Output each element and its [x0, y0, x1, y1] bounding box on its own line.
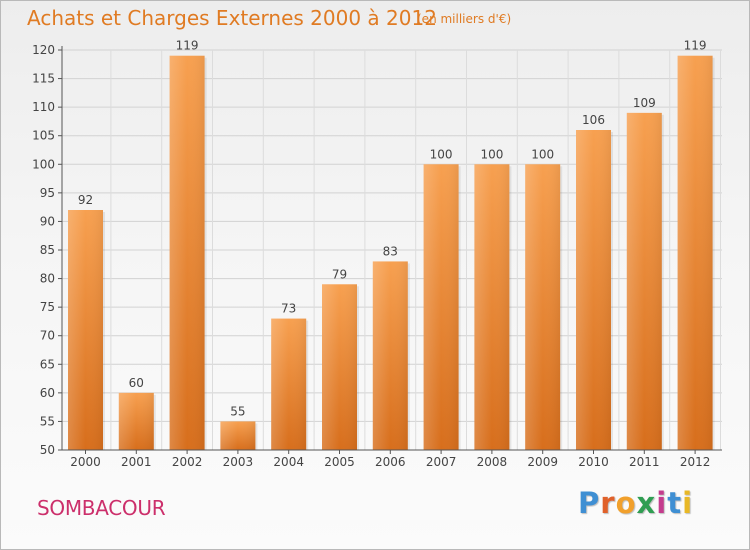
- bar-highlight: [118, 392, 154, 450]
- x-tick-label: 2001: [121, 455, 152, 469]
- logo-letter: r: [600, 486, 616, 520]
- x-tick-label: 2002: [172, 455, 203, 469]
- logo-letter: t: [667, 486, 683, 520]
- bar-highlight: [372, 261, 408, 450]
- bars: [68, 55, 715, 451]
- y-tick-label: 110: [32, 100, 55, 114]
- bar-highlight: [677, 55, 713, 450]
- y-tick-label: 70: [40, 329, 55, 343]
- bar-highlight: [271, 318, 307, 450]
- bar-value-label: 83: [383, 244, 398, 258]
- x-tick-label: 2008: [477, 455, 508, 469]
- bar-value-label: 55: [230, 404, 245, 418]
- y-tick-label: 105: [32, 129, 55, 143]
- y-tick-label: 95: [40, 186, 55, 200]
- bar-value-label: 79: [332, 267, 347, 281]
- y-tick-label: 115: [32, 72, 55, 86]
- logo-letter: P: [578, 486, 601, 520]
- x-tick-label: 2005: [324, 455, 355, 469]
- bar-highlight: [474, 164, 510, 451]
- axes: [58, 46, 722, 454]
- y-tick-label: 120: [32, 43, 55, 57]
- commune-name: SOMBACOUR: [37, 496, 166, 520]
- bar-highlight: [220, 421, 256, 450]
- bar-highlight: [68, 210, 103, 450]
- chart-title: Achats et Charges Externes 2000 à 2012: [27, 6, 437, 30]
- bar-value-label: 119: [176, 39, 199, 53]
- labels: 50 55 60 65 70 75 80 85 90 95 100 105 110 115 120 92 200…: [32, 39, 710, 469]
- bar-highlight: [169, 55, 205, 450]
- x-tick-label: 2010: [578, 455, 609, 469]
- bar-value-label: 109: [633, 96, 656, 110]
- x-tick-label: 2006: [375, 455, 406, 469]
- bar-highlight: [576, 130, 611, 450]
- y-tick-label: 75: [40, 300, 55, 314]
- bar-value-label: 60: [129, 376, 144, 390]
- bar-highlight: [626, 112, 662, 450]
- bar-highlight: [322, 284, 357, 450]
- y-tick-label: 90: [40, 214, 55, 228]
- logo-letter: i: [656, 486, 668, 520]
- x-tick-label: 2009: [527, 455, 558, 469]
- bar-value-label: 73: [281, 302, 296, 316]
- bar-highlight: [525, 164, 561, 451]
- bar-highlight: [423, 164, 459, 451]
- y-tick-label: 55: [40, 414, 55, 428]
- logo-letter: o: [615, 486, 637, 520]
- chart-unit-label: (en milliers d'€): [417, 12, 512, 26]
- x-tick-label: 2012: [680, 455, 711, 469]
- x-tick-label: 2003: [223, 455, 254, 469]
- y-tick-label: 50: [40, 443, 55, 457]
- x-tick-label: 2007: [426, 455, 457, 469]
- x-tick-label: 2000: [70, 455, 101, 469]
- logo-letter: x: [636, 486, 657, 520]
- y-tick-label: 80: [40, 272, 55, 286]
- y-tick-label: 100: [32, 157, 55, 171]
- logo-letter: i: [682, 486, 694, 520]
- y-tick-label: 65: [40, 357, 55, 371]
- y-tick-label: 85: [40, 243, 55, 257]
- bar-value-label: 100: [430, 147, 453, 161]
- bar-value-label: 100: [531, 147, 554, 161]
- bar-value-label: 92: [78, 193, 93, 207]
- x-tick-label: 2004: [273, 455, 304, 469]
- proxiti-logo: Proxiti: [578, 486, 693, 520]
- y-tick-label: 60: [40, 386, 55, 400]
- bar-value-label: 100: [480, 147, 503, 161]
- bar-value-label: 119: [684, 39, 707, 53]
- bar-value-label: 106: [582, 113, 605, 127]
- x-tick-label: 2011: [629, 455, 660, 469]
